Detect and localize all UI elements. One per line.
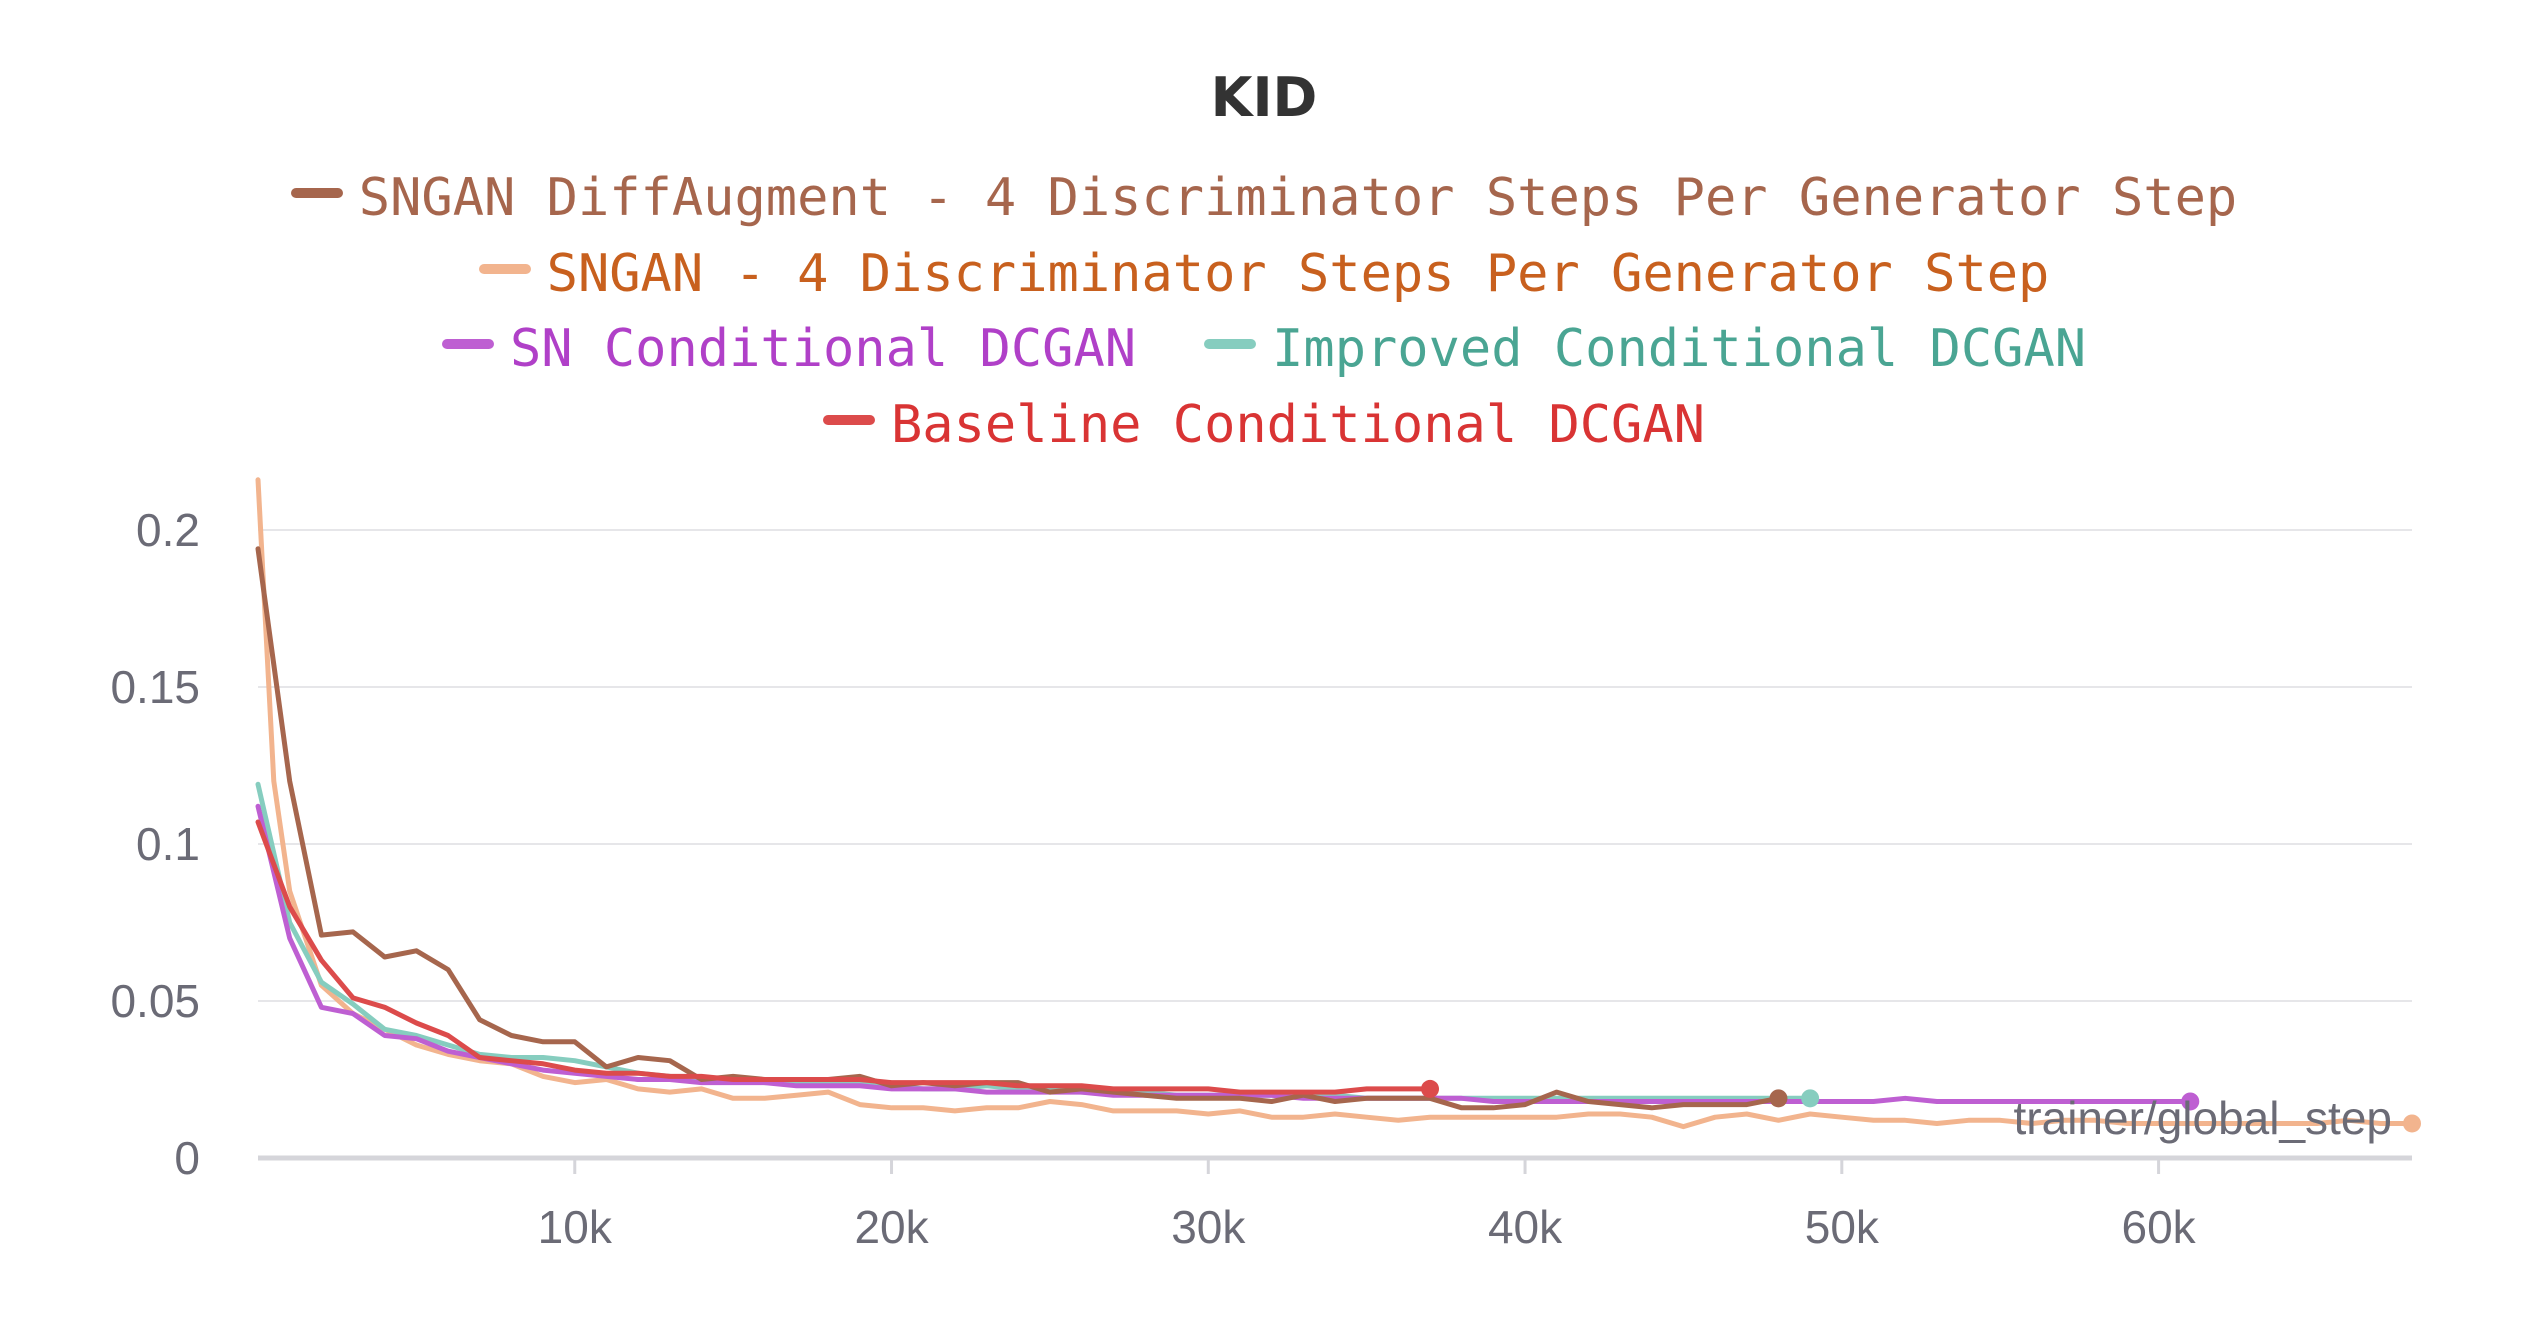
legend-swatch [823, 415, 875, 425]
legend-item[interactable]: Baseline Conditional DCGAN [823, 393, 1705, 457]
y-tick-label: 0.05 [110, 975, 200, 1027]
series-line-2[interactable] [255, 803, 2193, 1104]
series-line-3[interactable] [255, 546, 1781, 1111]
legend-item[interactable]: Improved Conditional DCGAN [1204, 317, 2086, 381]
legend-item[interactable]: SN Conditional DCGAN [441, 317, 1137, 381]
legend-swatch [441, 339, 494, 349]
legend-row-3: SN Conditional DCGAN Improved Conditional… [0, 317, 2528, 381]
legend-label: Improved Conditional DCGAN [1272, 319, 2087, 379]
gridlines [258, 529, 2412, 1002]
y-tick-label: 0.2 [136, 504, 200, 556]
series-end-marker-4[interactable] [1421, 1079, 1440, 1098]
x-tick-label: 40k [1488, 1201, 1563, 1253]
legend-label: SN Conditional DCGAN [509, 319, 1137, 379]
x-tick-label: 20k [854, 1201, 929, 1253]
legend-swatch [290, 188, 343, 198]
legend-label: SNGAN DiffAugment - 4 Discriminator Step… [358, 168, 2238, 228]
x-tick-label: 60k [2122, 1201, 2197, 1253]
y-axis-ticks: 0 0.05 0.1 0.15 0.2 [110, 504, 200, 1184]
series-end-marker-0[interactable] [2403, 1114, 2421, 1133]
series-lines [255, 477, 2415, 1130]
series-end-marker-1[interactable] [1801, 1089, 1820, 1108]
series-line-4[interactable] [255, 819, 1433, 1095]
series-line-0[interactable] [255, 477, 2415, 1130]
series-end-marker-3[interactable] [1769, 1089, 1788, 1108]
x-axis-ticks: 10k 20k 30k 40k 50k 60k [538, 1158, 2197, 1253]
legend-item[interactable]: SNGAN DiffAugment - 4 Discriminator Step… [290, 166, 2238, 230]
x-tick-label: 50k [1805, 1201, 1880, 1253]
legend-swatch [478, 264, 531, 274]
legend-row-2: SNGAN - 4 Discriminator Steps Per Genera… [0, 242, 2528, 306]
legend-swatch [1204, 339, 1257, 349]
legend-row-4: Baseline Conditional DCGAN [0, 393, 2528, 457]
x-axis-title: trainer/global_step [2014, 1092, 2392, 1144]
y-tick-label: 0.15 [110, 661, 200, 713]
legend-item[interactable]: SNGAN - 4 Discriminator Steps Per Genera… [478, 242, 2050, 306]
series-end-markers [1421, 1079, 2421, 1133]
y-tick-label: 0.1 [136, 818, 200, 870]
chart-title: KID [1210, 66, 1318, 129]
x-tick-label: 30k [1171, 1201, 1246, 1253]
legend-row-1: SNGAN DiffAugment - 4 Discriminator Step… [0, 166, 2528, 230]
legend-label: Baseline Conditional DCGAN [891, 395, 1705, 455]
legend-label: SNGAN - 4 Discriminator Steps Per Genera… [546, 244, 2050, 304]
y-tick-label: 0 [174, 1132, 200, 1184]
x-tick-label: 10k [538, 1201, 613, 1253]
series-end-marker-2[interactable] [2181, 1092, 2200, 1111]
series-line-1[interactable] [255, 781, 1813, 1101]
